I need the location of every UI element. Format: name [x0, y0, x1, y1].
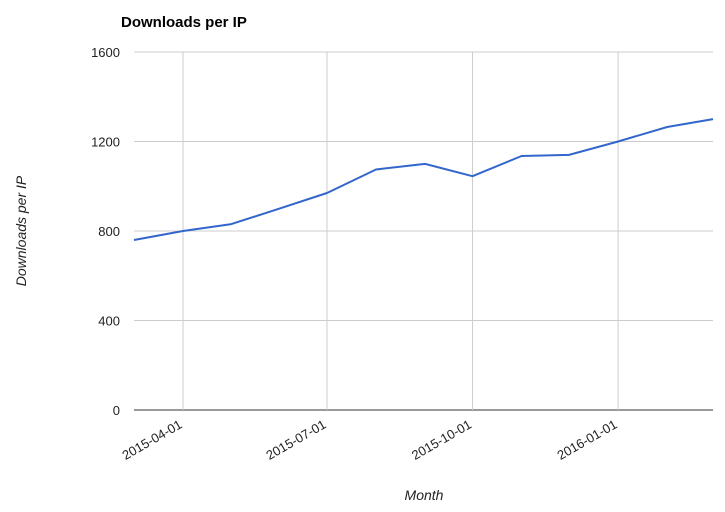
- x-tick-label: 2015-04-01: [119, 417, 184, 463]
- axes: 0 400 800 1200 1600 2015-04-01 2015-07-01 2015-…: [91, 45, 620, 463]
- y-tick-label: 1200: [91, 135, 120, 150]
- y-tick-label: 400: [98, 314, 120, 329]
- x-tick-label: 2016-01-01: [554, 417, 619, 463]
- chart-title: Downloads per IP: [121, 14, 247, 31]
- y-tick-label: 800: [98, 224, 120, 239]
- y-tick-label: 0: [113, 403, 120, 418]
- x-tick-label: 2015-07-01: [263, 417, 328, 463]
- y-tick-label: 1600: [91, 45, 120, 60]
- x-tick-label: 2015-10-01: [409, 417, 474, 463]
- x-axis-label: Month: [405, 487, 444, 503]
- series-layer: [134, 119, 713, 240]
- gridlines: [134, 52, 713, 410]
- series-line: [134, 119, 713, 240]
- y-axis-label: Downloads per IP: [13, 175, 29, 286]
